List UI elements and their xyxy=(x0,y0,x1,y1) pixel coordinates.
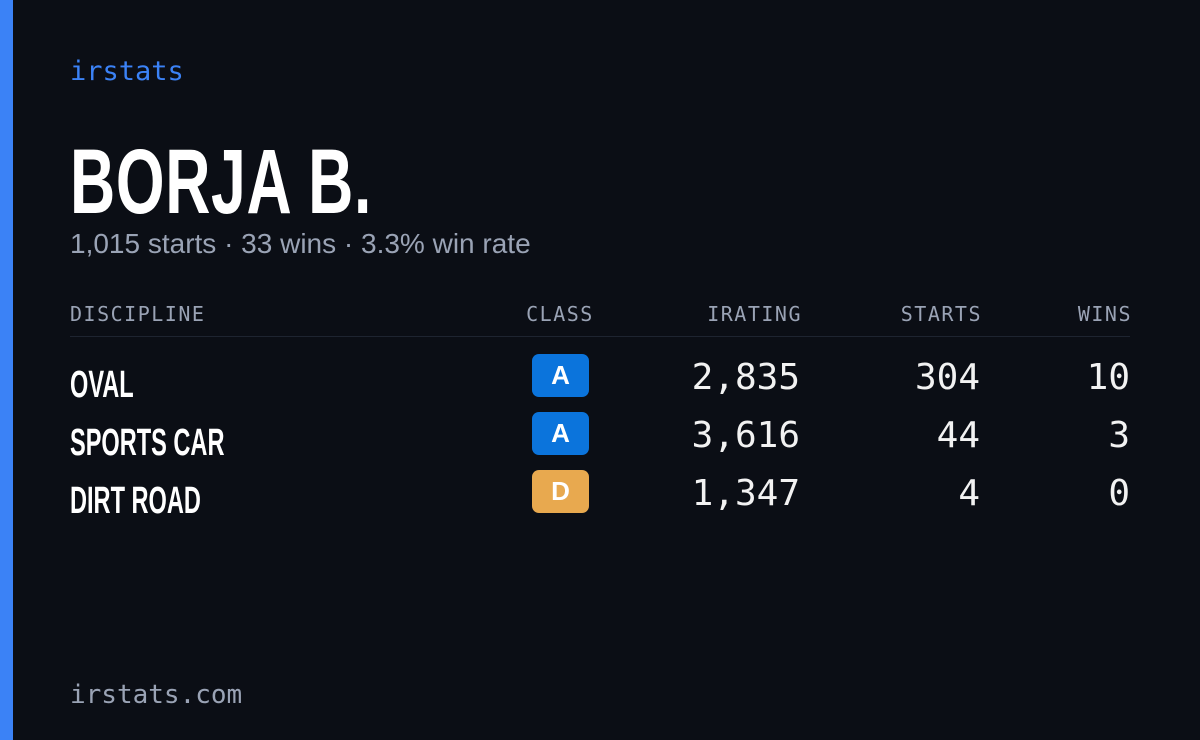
discipline: SPORTS CAR xyxy=(70,422,225,464)
irating: 1,347 xyxy=(691,473,800,514)
discipline: DIRT ROAD xyxy=(70,480,201,522)
starts: 4 xyxy=(958,473,980,514)
class-badge: A xyxy=(532,354,589,397)
starts: 304 xyxy=(914,357,980,398)
irating: 2,835 xyxy=(691,357,800,398)
brand: irstats xyxy=(70,56,184,87)
wins: 3 xyxy=(1108,415,1130,456)
wins: 10 xyxy=(1086,357,1130,398)
starts: 44 xyxy=(936,415,980,456)
header: STARTS xyxy=(900,302,982,326)
header: DISCIPLINE xyxy=(70,302,206,326)
divider xyxy=(70,336,1130,337)
summary: 1,015 starts · 33 wins · 3.3% win rate xyxy=(70,228,531,259)
class-badge: D xyxy=(532,470,589,513)
irating: 3,616 xyxy=(691,415,800,456)
header: WINS xyxy=(1077,302,1132,326)
class-badge: A xyxy=(532,412,589,455)
header: CLASS xyxy=(526,302,594,326)
wins: 0 xyxy=(1108,473,1130,514)
footer-url: irstats.com xyxy=(70,680,243,710)
header: IRATING xyxy=(707,302,802,326)
discipline: OVAL xyxy=(70,364,134,406)
accent-strip xyxy=(0,0,13,740)
player-name: BORJA B. xyxy=(70,131,373,233)
